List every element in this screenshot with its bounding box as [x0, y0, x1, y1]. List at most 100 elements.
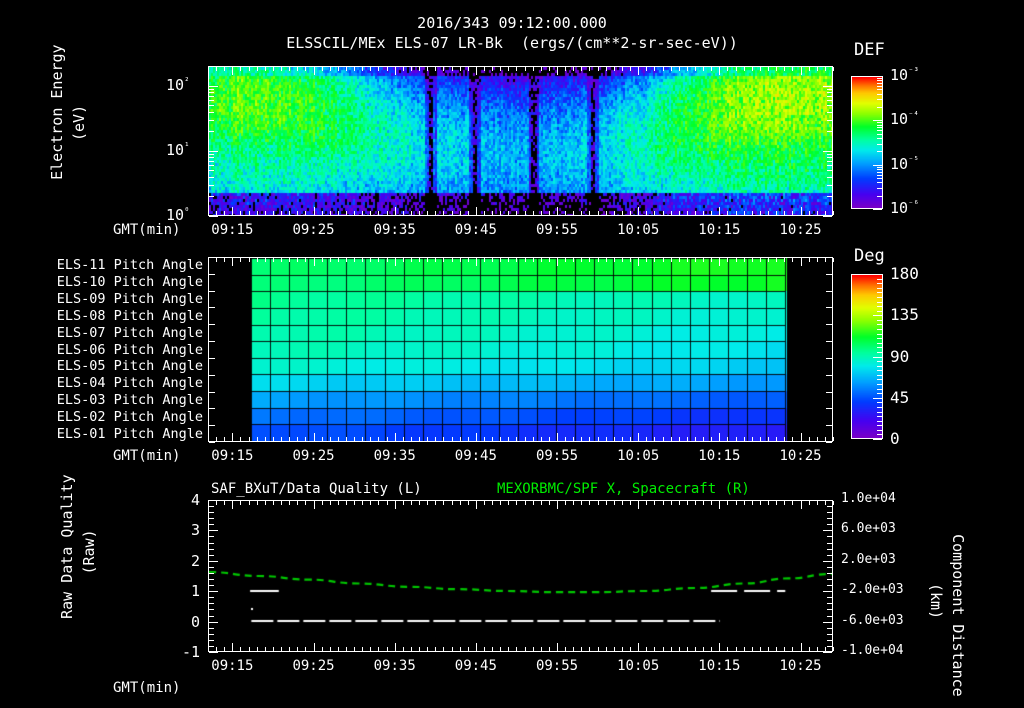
- axis-tick: [224, 647, 226, 651]
- axis-tick: [209, 91, 214, 93]
- axis-tick: [877, 278, 882, 280]
- axis-tick: [508, 647, 510, 651]
- axis-tick: [827, 88, 832, 90]
- axis-tick: [613, 501, 615, 505]
- axis-tick: [451, 67, 453, 71]
- axis-tick: [824, 211, 826, 215]
- exp-power: ¹: [184, 141, 190, 152]
- axis-tick: [670, 258, 672, 262]
- axis-tick: [808, 258, 810, 262]
- axis-tick: [823, 500, 832, 501]
- axis-tick: [362, 647, 364, 651]
- axis-tick: [605, 67, 607, 71]
- axis-tick: [670, 211, 672, 215]
- axis-tick: [827, 639, 832, 641]
- panel1-colorbar-tick-label: 10⁻⁵: [890, 155, 919, 173]
- axis-tick: [337, 211, 339, 215]
- axis-tick: [410, 437, 412, 441]
- axis-tick: [827, 184, 832, 186]
- axis-tick: [516, 501, 518, 505]
- axis-tick: [638, 433, 640, 441]
- axis-tick: [451, 258, 453, 262]
- panel1-ytick-label: 10⁰: [166, 206, 189, 224]
- axis-tick: [508, 501, 510, 505]
- axis-tick: [483, 67, 485, 71]
- axis-tick: [524, 67, 526, 71]
- axis-tick: [800, 643, 802, 651]
- axis-tick: [808, 211, 810, 215]
- axis-tick: [264, 501, 266, 505]
- exp-power: ⁰: [184, 207, 190, 217]
- axis-tick: [768, 258, 770, 262]
- axis-tick: [475, 501, 477, 509]
- axis-tick: [808, 501, 810, 505]
- axis-tick: [727, 211, 729, 215]
- axis-tick: [678, 258, 680, 262]
- axis-tick: [877, 406, 882, 408]
- axis-tick: [703, 258, 705, 262]
- axis-tick: [209, 645, 214, 647]
- axis-tick: [877, 324, 882, 326]
- axis-tick: [826, 442, 832, 443]
- panel3-title-left: SAF_BXuT/Data Quality (L): [211, 481, 422, 497]
- axis-tick: [826, 290, 832, 292]
- panel3-xtick-label: 10:25: [779, 658, 822, 674]
- axis-tick: [329, 67, 331, 71]
- axis-tick: [711, 647, 713, 651]
- axis-tick: [362, 501, 364, 505]
- axis-tick: [305, 211, 307, 215]
- axis-tick: [827, 627, 832, 629]
- axis-tick: [224, 258, 226, 262]
- panel2-xtick-label: 10:15: [698, 448, 741, 464]
- axis-tick: [443, 647, 445, 651]
- axis-tick: [877, 374, 882, 376]
- axis-tick: [695, 501, 696, 505]
- axis-tick: [337, 647, 339, 651]
- axis-tick: [826, 307, 832, 309]
- axis-tick: [557, 258, 559, 266]
- axis-tick: [378, 437, 380, 441]
- axis-tick: [800, 67, 802, 75]
- axis-tick: [792, 647, 794, 651]
- axis-tick: [492, 647, 494, 651]
- axis-tick: [272, 501, 274, 505]
- axis-tick: [386, 211, 388, 215]
- panel3-right-ytick-label: 6.0e+03: [841, 521, 896, 537]
- axis-tick: [646, 501, 648, 505]
- axis-tick: [337, 67, 339, 71]
- axis-tick: [540, 258, 542, 262]
- axis-tick: [827, 633, 832, 635]
- axis-tick: [768, 67, 770, 71]
- axis-tick: [209, 95, 214, 97]
- axis-tick: [826, 324, 832, 326]
- axis-tick: [827, 95, 832, 97]
- panel3-left-ytick-label: 4: [190, 491, 200, 509]
- axis-tick: [209, 157, 214, 159]
- axis-tick: [877, 89, 882, 91]
- axis-tick: [877, 365, 882, 367]
- axis-tick: [605, 501, 607, 505]
- axis-tick: [784, 501, 786, 505]
- axis-tick: [329, 437, 331, 441]
- axis-tick: [209, 548, 214, 550]
- axis-tick: [605, 437, 607, 441]
- axis-tick: [264, 647, 266, 651]
- axis-tick: [877, 99, 882, 101]
- axis-tick: [646, 258, 648, 262]
- panel1-xtick-label: 10:15: [698, 222, 741, 238]
- axis-tick: [427, 258, 429, 262]
- axis-tick: [565, 647, 567, 651]
- axis-tick: [589, 211, 591, 215]
- axis-tick: [289, 211, 291, 215]
- axis-tick: [827, 603, 832, 605]
- axis-tick: [630, 211, 632, 215]
- axis-tick: [670, 501, 672, 505]
- axis-tick: [654, 67, 656, 71]
- axis-tick: [524, 258, 526, 262]
- exp-base: 10: [890, 66, 909, 84]
- axis-tick: [297, 211, 299, 215]
- panel2-colorbar-title: Deg: [854, 246, 885, 266]
- axis-tick: [208, 437, 209, 441]
- panel1-xtick-label: 09:35: [373, 222, 416, 238]
- axis-tick: [459, 258, 461, 262]
